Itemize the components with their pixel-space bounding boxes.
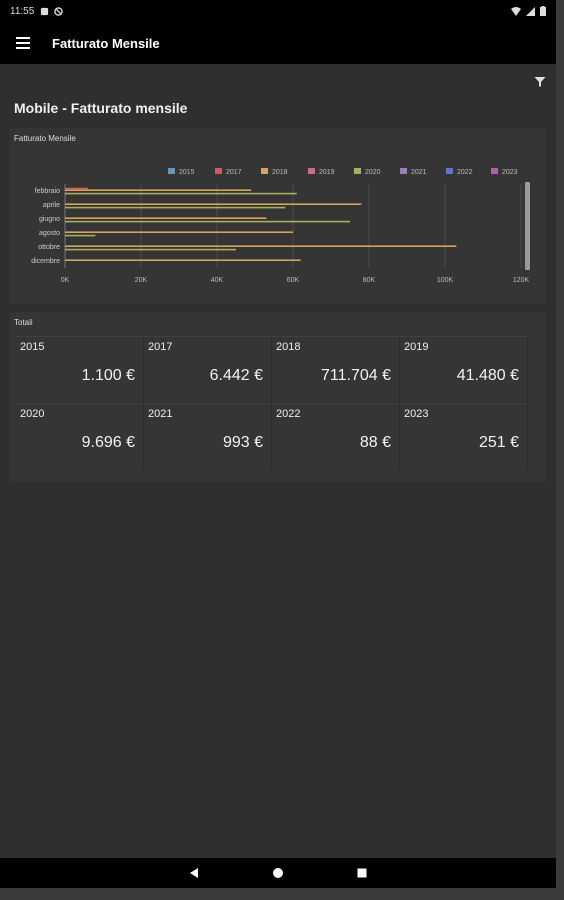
total-tile-2015[interactable]: 2015 1.100 € — [16, 336, 144, 403]
status-bar: 11:55 — [0, 0, 556, 22]
status-icons — [511, 6, 546, 16]
status-time: 11:55 — [10, 5, 35, 17]
x-tick-label: 60K — [287, 277, 300, 284]
bar-2018-febbraio — [65, 189, 252, 191]
legend-swatch — [491, 168, 498, 174]
legend-swatch — [400, 168, 407, 174]
bar-2018-giugno — [65, 217, 267, 219]
total-value: 993 € — [222, 434, 263, 451]
total-value: 711.704 € — [321, 367, 391, 384]
legend-label: 2019 — [319, 169, 335, 176]
total-value: 9.696 € — [81, 434, 135, 451]
total-tile-2017[interactable]: 2017 6.442 € — [144, 336, 272, 403]
monthly-revenue-chart: 2015 2017 2018 2019 2020 2021 2022 2023 0K 20K 40K… — [31, 168, 530, 284]
chart-card-title: Fatturato Mensile — [14, 134, 76, 143]
total-tile-2020[interactable]: 2020 9.696 € — [16, 403, 144, 470]
bar-2017-febbraio — [65, 187, 88, 190]
legend-swatch — [168, 168, 175, 174]
total-tile-2021[interactable]: 2021 993 € — [144, 403, 272, 470]
bar-2020-febbraio — [65, 192, 297, 195]
bar-2018-aprile — [65, 203, 362, 205]
main-content: Mobile - Fatturato mensile Fatturato Men… — [0, 64, 556, 858]
bar-2018-ottobre — [65, 245, 457, 247]
legend-label: 2020 — [365, 169, 381, 176]
x-tick-label: 40K — [211, 277, 224, 284]
y-tick-label: ottobre — [38, 244, 60, 251]
y-tick-label: agosto — [39, 230, 60, 237]
app-bar-title: Fatturato Mensile — [52, 35, 160, 51]
x-tick-label: 20K — [135, 277, 148, 284]
y-tick-label: aprile — [43, 202, 60, 209]
totals-title: Totali — [14, 318, 33, 327]
chart-card: Fatturato Mensile 2015 2017 2018 2019 2020 20… — [10, 128, 546, 304]
legend-label: 2015 — [179, 169, 195, 176]
total-tile-2019[interactable]: 2019 41.480 € — [400, 336, 528, 403]
home-icon[interactable] — [271, 866, 285, 880]
bar-2020-giugno — [65, 220, 350, 223]
total-value: 88 € — [359, 434, 391, 451]
menu-icon[interactable] — [16, 37, 30, 49]
y-tick-label: giugno — [39, 216, 60, 223]
bar-2020-agosto — [65, 234, 96, 237]
blocked-icon — [54, 6, 64, 16]
bar-2020-aprile — [65, 206, 286, 209]
total-value: 41.480 € — [456, 367, 519, 384]
page-title: Mobile - Fatturato mensile — [14, 100, 188, 116]
wifi-icon — [511, 6, 521, 16]
y-tick-label: dicembre — [31, 258, 60, 265]
bar-2018-dicembre — [65, 259, 301, 261]
legend-swatch — [215, 168, 222, 174]
total-year: 2019 — [404, 341, 429, 353]
total-value: 251 € — [478, 434, 519, 451]
total-year: 2020 — [20, 408, 45, 420]
x-tick-label: 80K — [363, 277, 376, 284]
x-tick-label: 120K — [513, 277, 530, 284]
legend-label: 2022 — [457, 169, 473, 176]
device-bezel-right — [556, 0, 564, 900]
chart-scrollbar — [525, 182, 530, 270]
x-tick-label: 100K — [437, 277, 454, 284]
total-value: 1.100 € — [81, 367, 135, 384]
totals-grid: 2015 1.100 € 2017 6.442 € 2018 711.704 €… — [16, 336, 528, 470]
total-tile-2022[interactable]: 2022 88 € — [272, 403, 400, 470]
legend-swatch — [446, 168, 453, 174]
notification-icon — [41, 7, 49, 15]
total-year: 2018 — [276, 341, 301, 353]
total-year: 2021 — [148, 408, 173, 420]
signal-icon — [526, 6, 535, 16]
legend-label: 2023 — [502, 169, 518, 176]
device-bezel-bottom — [0, 888, 564, 900]
totals-card: Totali 2015 1.100 € 2017 6.442 € 2018 71… — [10, 312, 546, 482]
total-tile-2023[interactable]: 2023 251 € — [400, 403, 528, 470]
bar-2018-agosto — [65, 231, 293, 233]
legend-swatch — [354, 168, 361, 174]
navigation-bar — [0, 858, 556, 888]
legend-label: 2017 — [226, 169, 242, 176]
total-year: 2017 — [148, 341, 173, 353]
y-tick-label: febbraio — [35, 188, 60, 195]
back-icon[interactable] — [187, 866, 201, 880]
recents-icon[interactable] — [355, 866, 369, 880]
legend-swatch — [308, 168, 315, 174]
total-value: 6.442 € — [209, 367, 263, 384]
total-year: 2023 — [404, 408, 429, 420]
total-year: 2015 — [20, 341, 45, 353]
legend-label: 2018 — [272, 169, 288, 176]
legend-label: 2021 — [411, 169, 427, 176]
app-bar: Fatturato Mensile — [0, 22, 556, 64]
x-tick-label: 0K — [61, 277, 70, 284]
total-tile-2018[interactable]: 2018 711.704 € — [272, 336, 400, 403]
total-year: 2022 — [276, 408, 301, 420]
device-screen: 11:55 Fatturato Mensile Mobile - Fattura… — [0, 0, 556, 888]
bar-2020-ottobre — [65, 248, 236, 251]
legend-swatch — [261, 168, 268, 174]
filter-icon[interactable] — [534, 76, 546, 88]
battery-icon — [540, 6, 546, 16]
